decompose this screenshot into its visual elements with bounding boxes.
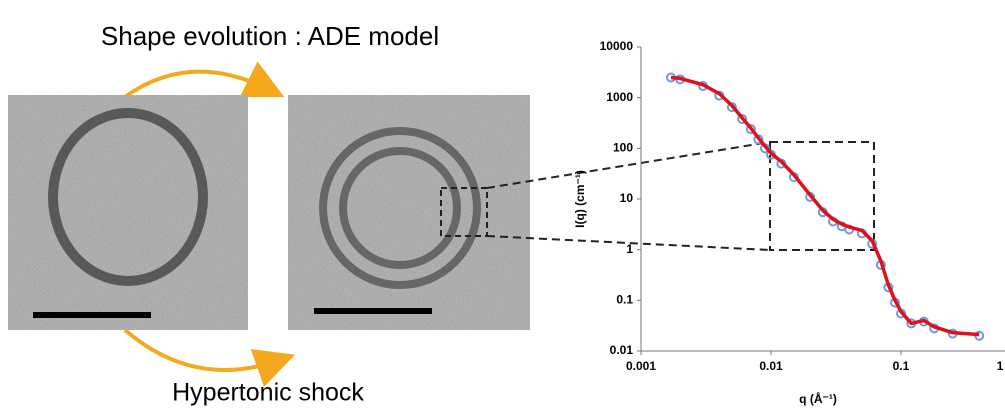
- y-tick-label: 1: [626, 242, 633, 256]
- y-tick-label: 0.1: [616, 293, 633, 307]
- bottom-label: Hypertonic shock: [172, 379, 364, 407]
- x-tick-label: 0.01: [759, 359, 783, 373]
- y-axis-label: I(q) (cm⁻¹): [573, 170, 587, 228]
- x-tick-label: 0.001: [626, 359, 656, 373]
- y-tick-label: 100: [613, 141, 633, 155]
- micrograph: [8, 95, 248, 330]
- arrow: [123, 61, 285, 99]
- data-point: [745, 124, 756, 135]
- fit-line: [670, 75, 980, 337]
- data-point: [737, 113, 748, 124]
- micrograph: [288, 95, 530, 330]
- plot: 0.01 0.1 1 10 100 1000 10000 0.001 0.01 0.1 1 q (Å⁻…: [573, 39, 1005, 406]
- arrow: [123, 328, 296, 387]
- x-axis-label: q (Å⁻¹): [799, 391, 837, 406]
- x-tick-label: 1: [997, 359, 1004, 373]
- top-label: Shape evolution : ADE model: [101, 21, 439, 51]
- y-tick-label: 10: [620, 191, 634, 205]
- y-tick-label: 0.01: [610, 343, 634, 357]
- x-tick-label: 0.1: [893, 359, 910, 373]
- zoom-lines: [486, 141, 875, 251]
- y-tick-label: 10000: [600, 39, 634, 53]
- y-tick-label: 1000: [606, 90, 633, 104]
